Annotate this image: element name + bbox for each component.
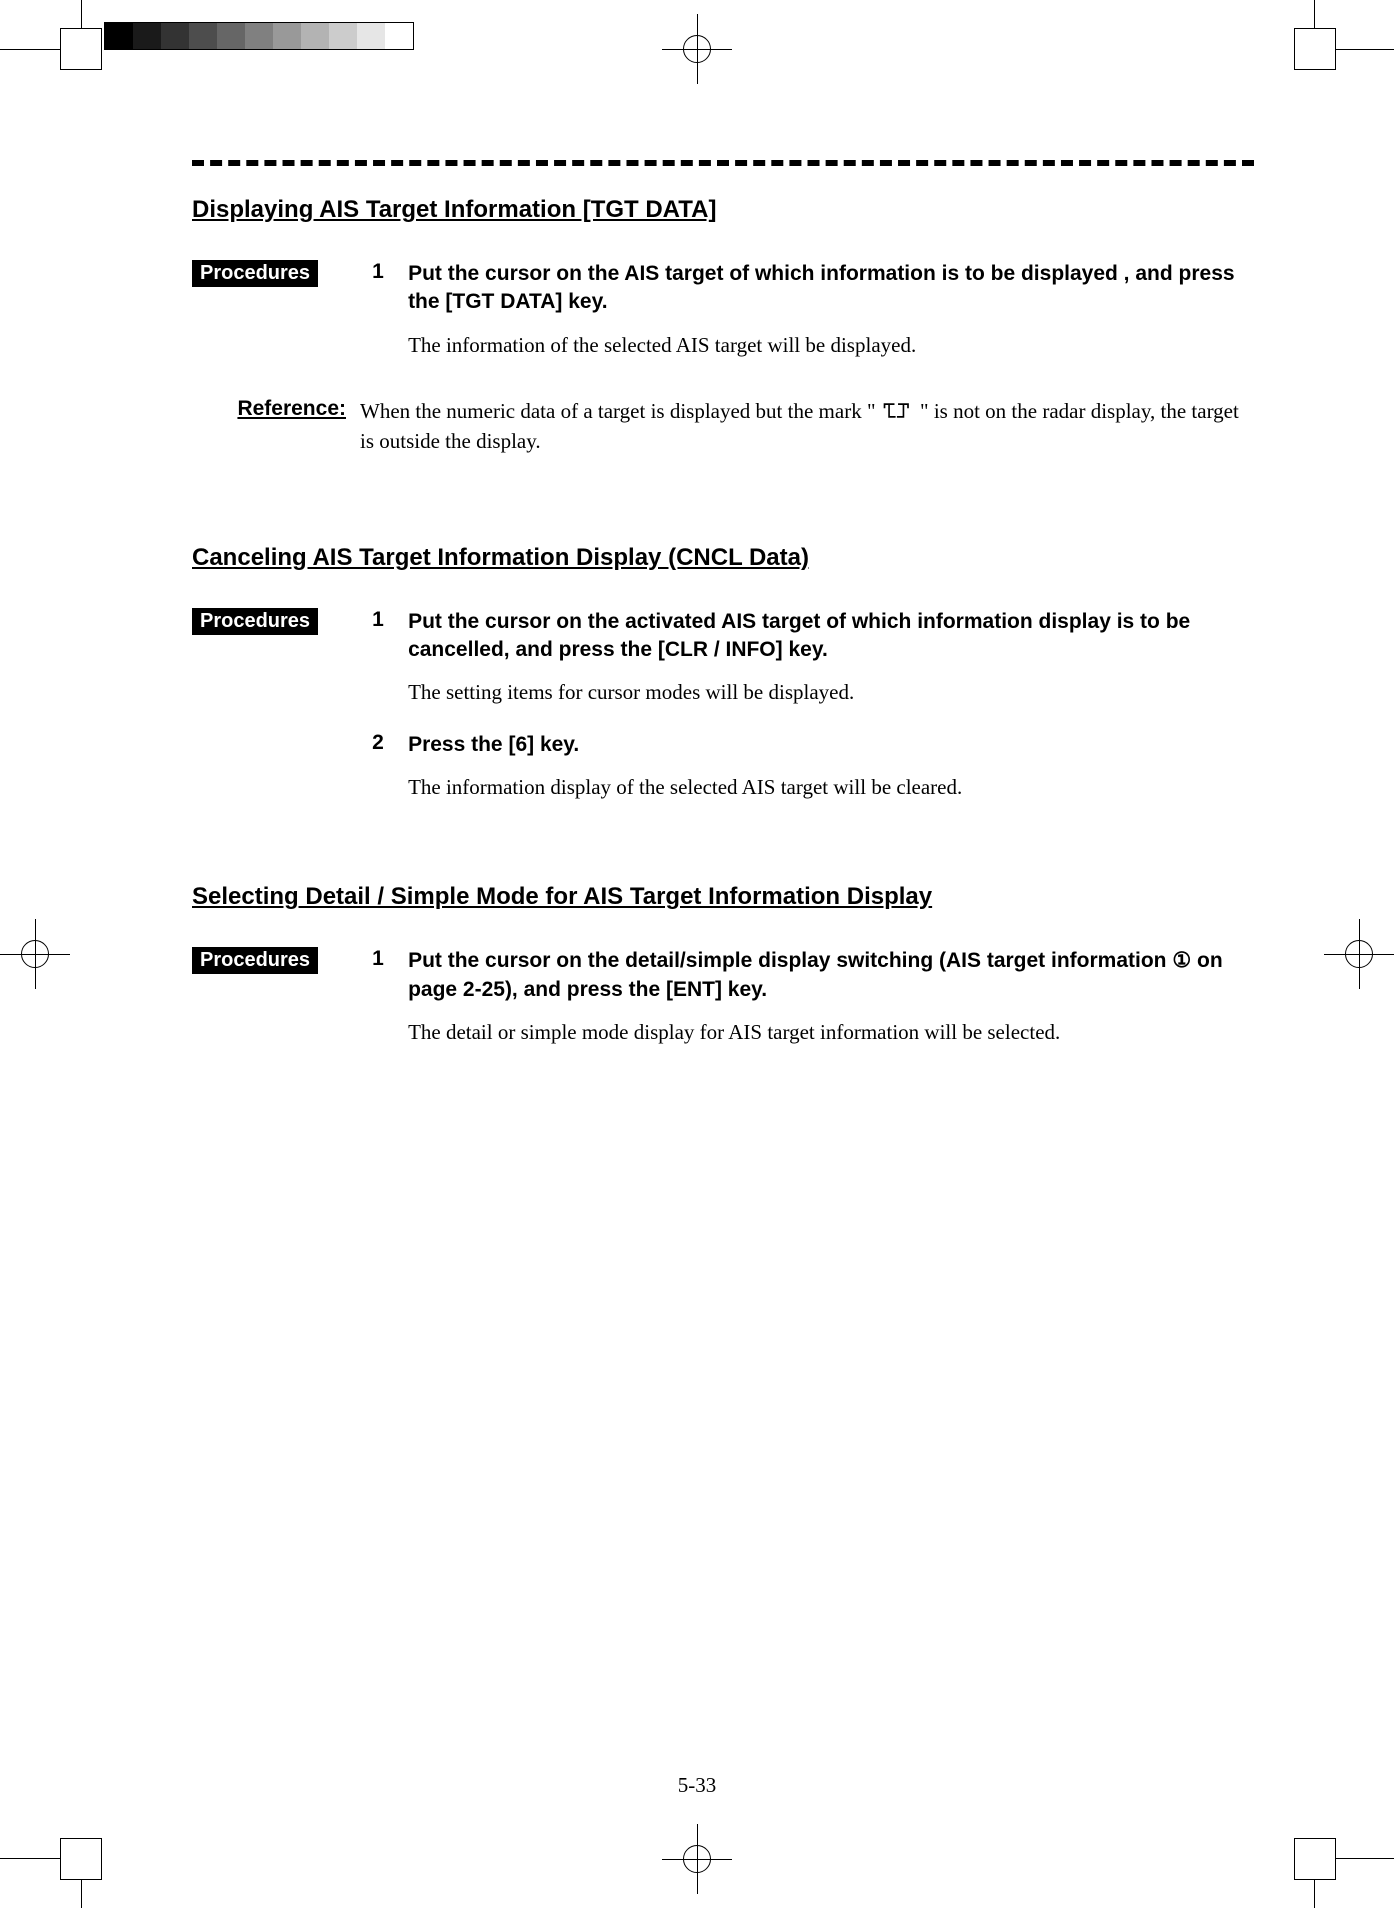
procedure-block: Procedures 1 Put the cursor on the detai… (192, 947, 1254, 1070)
step-instruction: Put the cursor on the detail/simple disp… (408, 947, 1254, 1004)
section-title: Canceling AIS Target Information Display… (192, 544, 1254, 572)
grayscale-swatch (301, 23, 329, 49)
page-content: Displaying AIS Target Information [TGT D… (192, 160, 1254, 1080)
grayscale-swatch (189, 23, 217, 49)
reference-block: Reference: When the numeric data of a ta… (192, 397, 1254, 456)
reference-text-pre: When the numeric data of a target is dis… (360, 399, 881, 423)
registration-mark-top-left (0, 0, 120, 120)
procedures-badge: Procedures (192, 947, 318, 974)
reference-label: Reference: (192, 397, 346, 456)
step-description: The setting items for cursor modes will … (408, 678, 1254, 706)
grayscale-swatch (161, 23, 189, 49)
grayscale-swatch (329, 23, 357, 49)
section-title: Selecting Detail / Simple Mode for AIS T… (192, 883, 1254, 911)
grayscale-swatch (133, 23, 161, 49)
grayscale-calibration-bar (104, 22, 414, 50)
grayscale-swatch (245, 23, 273, 49)
section-title: Displaying AIS Target Information [TGT D… (192, 196, 1254, 224)
procedures-badge: Procedures (192, 260, 318, 287)
step-number: 2 (372, 731, 408, 759)
step-heading: 1 Put the cursor on the detail/simple di… (372, 947, 1254, 1004)
step-heading: 1 Put the cursor on the AIS target of wh… (372, 260, 1254, 317)
page: Displaying AIS Target Information [TGT D… (0, 0, 1394, 1908)
registration-mark-bottom-left (0, 1788, 120, 1908)
step-instruction: Put the cursor on the activated AIS targ… (408, 608, 1254, 665)
grayscale-swatch (273, 23, 301, 49)
step-number: 1 (372, 260, 408, 317)
section-divider-dashed (192, 160, 1254, 166)
registration-mark-top-right (1274, 0, 1394, 120)
registration-mark-bottom-right (1274, 1788, 1394, 1908)
step-description: The information of the selected AIS targ… (408, 331, 1254, 359)
procedures-badge: Procedures (192, 608, 318, 635)
procedure-block: Procedures 1 Put the cursor on the activ… (192, 608, 1254, 826)
registration-mark-top-center (662, 14, 732, 84)
step-instruction: Put the cursor on the AIS target of whic… (408, 260, 1254, 317)
procedure-block: Procedures 1 Put the cursor on the AIS t… (192, 260, 1254, 383)
grayscale-swatch (217, 23, 245, 49)
grayscale-swatch (385, 23, 413, 49)
step-number: 1 (372, 947, 408, 1004)
step-number: 1 (372, 608, 408, 665)
step-description: The information display of the selected … (408, 773, 1254, 801)
page-number: 5-33 (0, 1773, 1394, 1798)
registration-mark-right-mid (1324, 919, 1394, 989)
step-heading: 1 Put the cursor on the activated AIS ta… (372, 608, 1254, 665)
registration-mark-left-mid (0, 919, 70, 989)
grayscale-swatch (357, 23, 385, 49)
step-heading: 2 Press the [6] key. (372, 731, 1254, 759)
target-bracket-mark-icon: ⌐¬└┘ (881, 399, 915, 427)
step-description: The detail or simple mode display for AI… (408, 1018, 1254, 1046)
step-instruction: Press the [6] key. (408, 731, 1254, 759)
reference-text: When the numeric data of a target is dis… (360, 397, 1254, 456)
registration-mark-bottom-center (662, 1824, 732, 1894)
